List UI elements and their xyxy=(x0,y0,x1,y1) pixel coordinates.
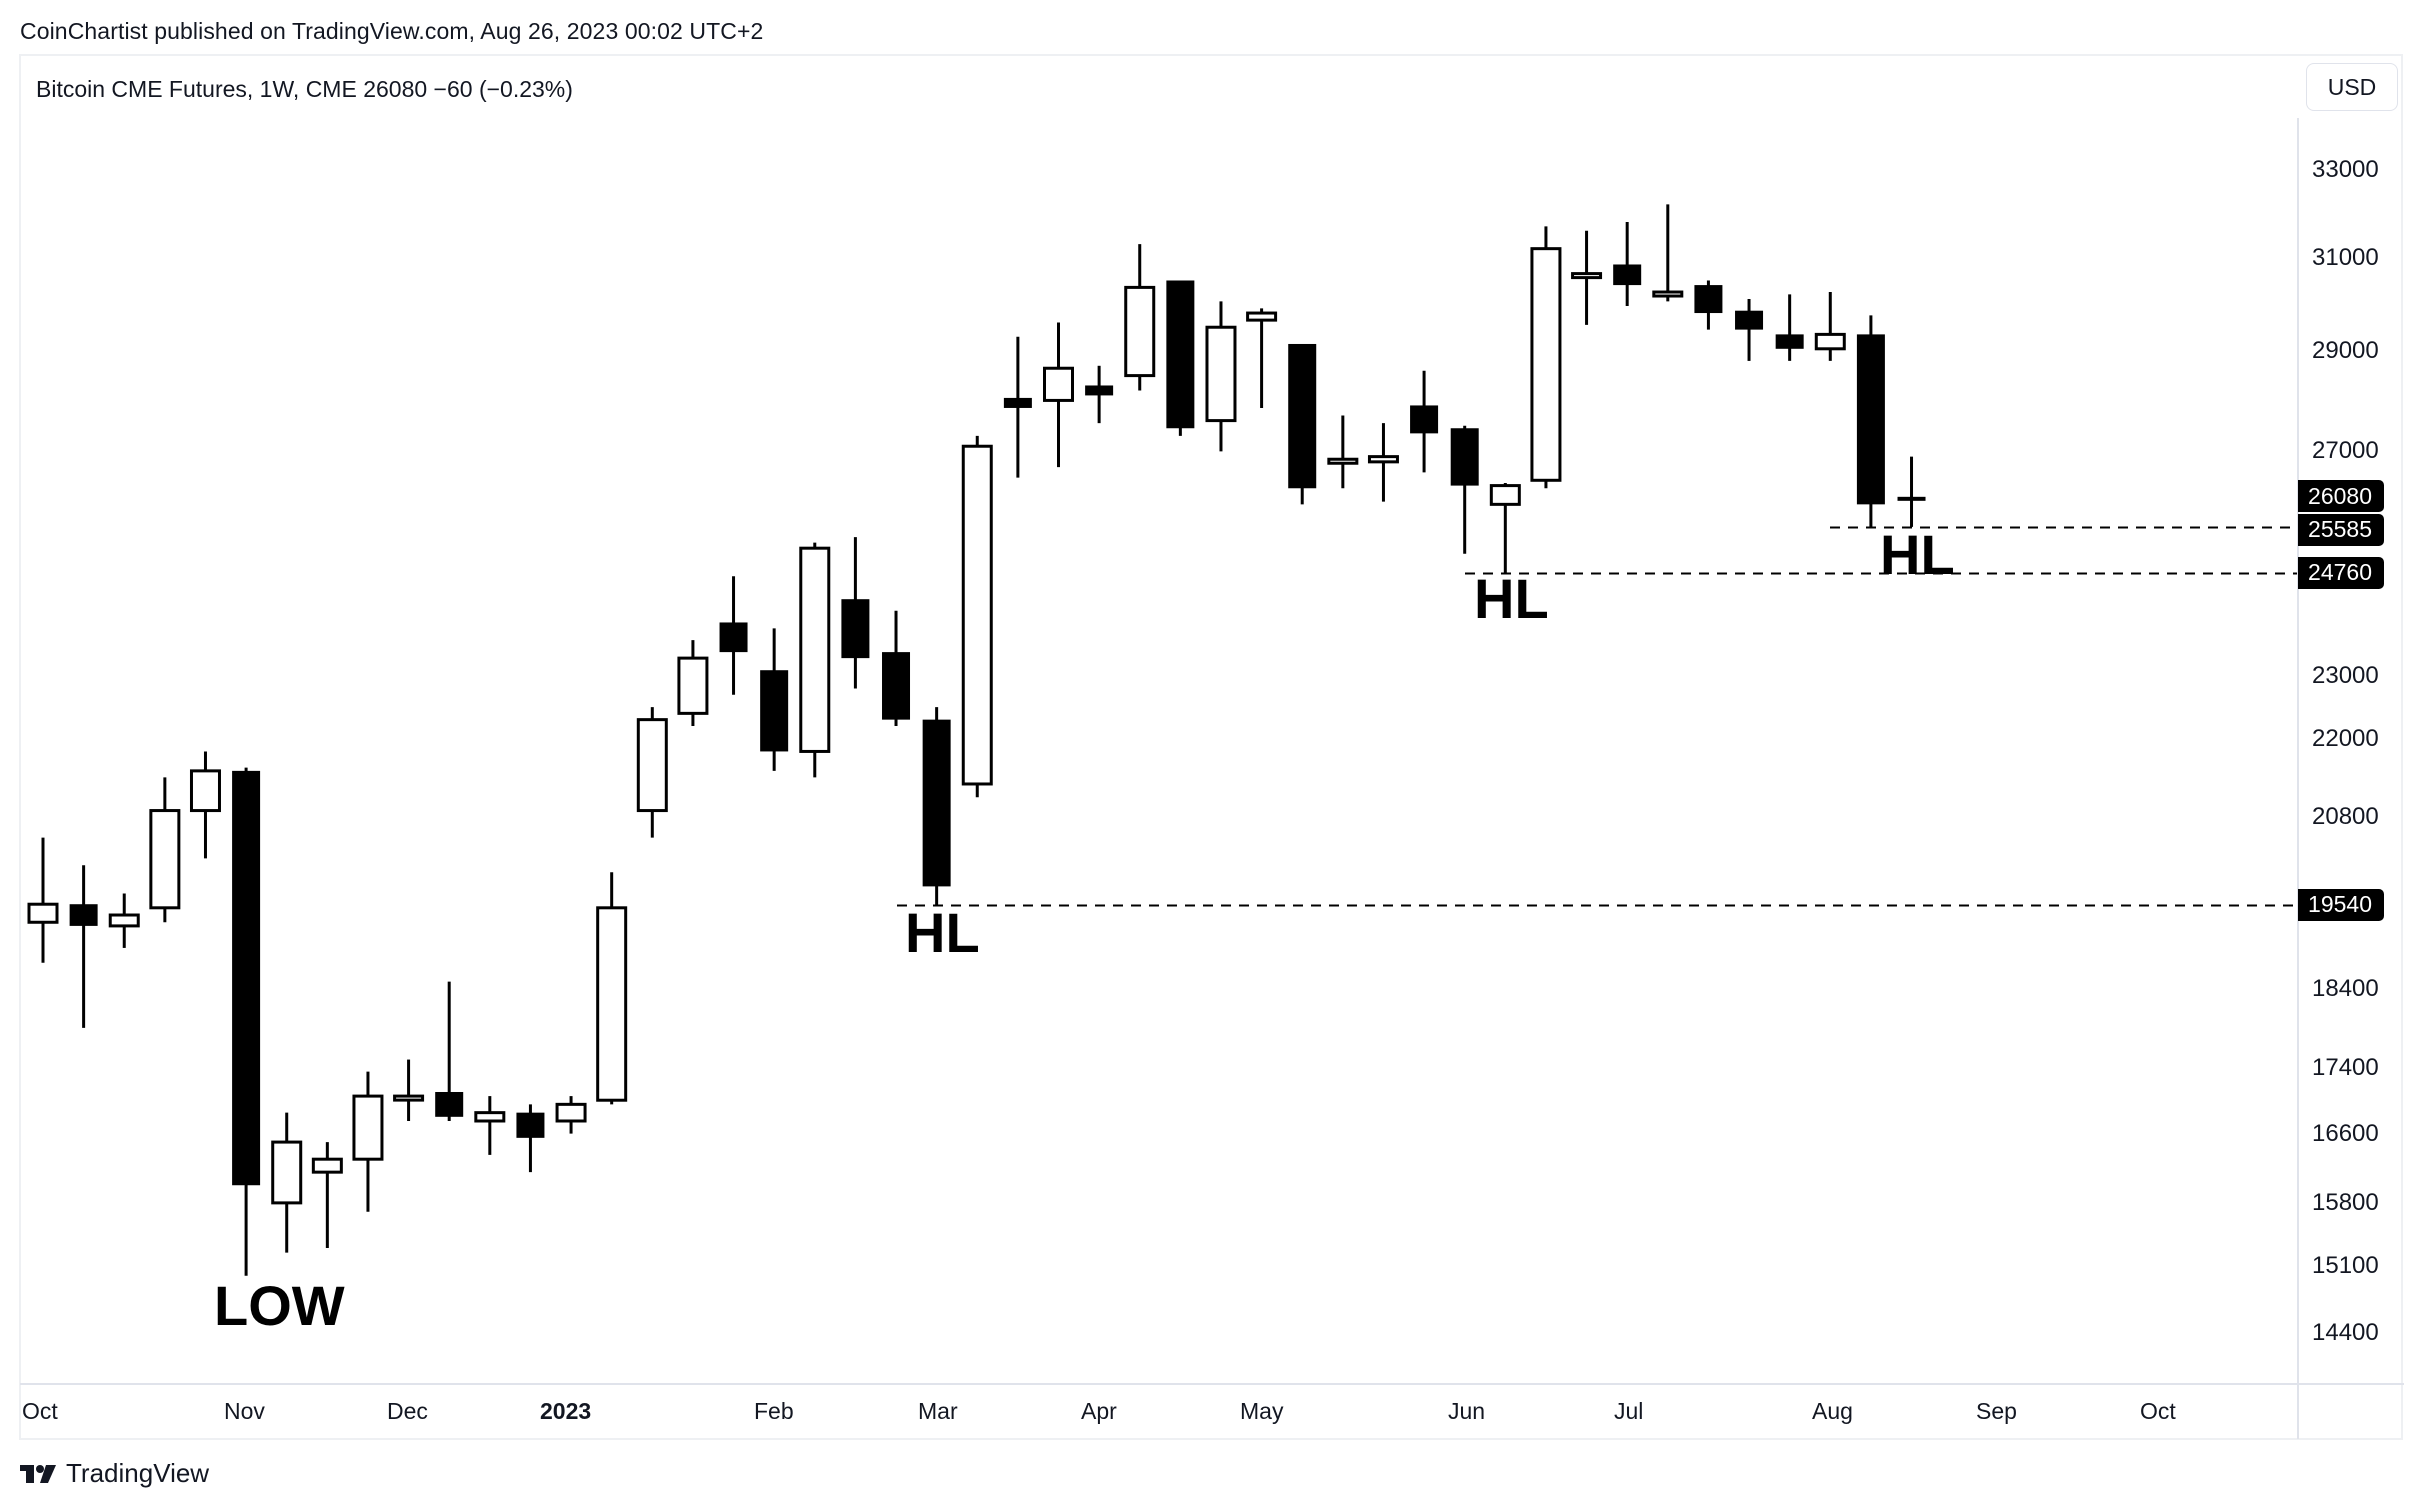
candle-body-up xyxy=(27,902,59,924)
candle-body-up xyxy=(108,913,140,928)
tradingview-logo-icon xyxy=(20,1464,56,1483)
price-axis-tick: 27000 xyxy=(2312,437,2379,465)
candle-body-up xyxy=(474,1111,506,1123)
candle-body-up xyxy=(961,444,993,786)
candle-body-down xyxy=(1897,496,1926,501)
candle-body-up xyxy=(1489,484,1521,506)
candle-body-up xyxy=(311,1157,343,1174)
price-axis-tick: 15100 xyxy=(2312,1252,2379,1280)
candle-body-up xyxy=(799,546,831,753)
candle-body-up xyxy=(1530,247,1562,482)
price-axis-tick: 22000 xyxy=(2312,724,2379,752)
candle-body-down xyxy=(1694,285,1723,314)
candle-body-down xyxy=(841,599,870,659)
candle-body-down xyxy=(760,670,789,752)
price-axis-tick: 33000 xyxy=(2312,156,2379,183)
candle-body-down xyxy=(922,719,951,887)
candle-body-up xyxy=(677,656,709,715)
axis-corner-divider xyxy=(2297,1385,2299,1439)
candle-body-down xyxy=(69,904,98,926)
time-axis-divider xyxy=(20,1383,2404,1385)
time-axis-tick: Mar xyxy=(918,1398,958,1424)
time-axis-tick: Apr xyxy=(1081,1398,1117,1424)
higher-low-annotation: HL xyxy=(1880,523,1955,586)
tradingview-brand[interactable]: TradingView xyxy=(20,1458,209,1489)
publisher-line: CoinChartist published on TradingView.co… xyxy=(20,18,764,44)
time-axis-tick: Jul xyxy=(1614,1398,1644,1424)
candle-body-up xyxy=(596,906,628,1102)
time-axis-tick: Sep xyxy=(1976,1398,2017,1424)
symbol-legend: Bitcoin CME Futures, 1W, CME 26080 −60 (… xyxy=(36,76,573,102)
candle-body-down xyxy=(1410,405,1439,434)
price-axis-tick: 17400 xyxy=(2312,1053,2379,1081)
candle-body-down xyxy=(435,1091,464,1117)
candle-body-up xyxy=(1571,272,1603,280)
candle-body-up xyxy=(1652,290,1684,298)
candle-body-up xyxy=(636,718,668,813)
candle-body-down xyxy=(882,652,911,720)
candle-body-up xyxy=(1327,457,1359,465)
price-axis-tick: 14400 xyxy=(2312,1319,2379,1346)
price-axis-tick: 23000 xyxy=(2312,662,2379,690)
candle-body-down xyxy=(1735,310,1764,330)
candle-body-up xyxy=(1246,311,1278,322)
candle-body-up xyxy=(1814,332,1846,351)
candle-body-down xyxy=(1288,343,1317,489)
candle-body-down xyxy=(516,1112,545,1138)
candle-body-down xyxy=(719,622,748,653)
candle-body-down xyxy=(1003,397,1032,408)
time-axis-tick: Aug xyxy=(1812,1398,1853,1424)
higher-low-annotation: HL xyxy=(905,901,980,964)
candle-body-down xyxy=(1613,264,1642,286)
candle-body-up xyxy=(189,769,221,813)
candle-body-down xyxy=(1856,334,1885,505)
candle-body-up xyxy=(1367,455,1399,464)
time-axis-tick: 2023 xyxy=(540,1398,592,1424)
candle-body-up xyxy=(555,1102,587,1123)
time-axis-tick: Oct xyxy=(2140,1398,2176,1424)
price-axis-tick: 31000 xyxy=(2312,243,2379,271)
candle-body-up xyxy=(1043,366,1074,402)
candle-body-down xyxy=(1166,280,1195,429)
price-axis-tick: 29000 xyxy=(2312,337,2379,365)
price-axis-tick: 16600 xyxy=(2312,1119,2379,1147)
time-axis-tick: Oct xyxy=(22,1398,58,1424)
candle-body-up xyxy=(1124,285,1156,378)
candle-body-down xyxy=(1085,385,1114,396)
price-tag: 26080 xyxy=(2298,480,2384,513)
higher-low-annotation: HL xyxy=(1474,567,1549,630)
candle-body-up xyxy=(149,809,181,910)
chart-frame xyxy=(19,54,2403,1440)
time-axis-tick: Nov xyxy=(224,1398,265,1424)
low-annotation: LOW xyxy=(214,1274,345,1337)
price-axis-tick: 15800 xyxy=(2312,1188,2379,1216)
time-axis-tick: Feb xyxy=(754,1398,794,1424)
candle-body-down xyxy=(232,770,261,1186)
price-axis-divider xyxy=(2297,118,2299,1383)
price-tag: 25585 xyxy=(2298,513,2384,546)
candle-body-down xyxy=(1450,428,1479,486)
candle-body-up xyxy=(352,1094,384,1161)
price-tag: 19540 xyxy=(2298,888,2384,921)
time-axis-tick: May xyxy=(1240,1398,1284,1424)
time-axis-tick: Dec xyxy=(387,1398,428,1424)
candle-body-up xyxy=(271,1140,303,1205)
candle-body-up xyxy=(1205,325,1237,423)
price-axis-tick: 18400 xyxy=(2312,975,2379,1003)
time-axis-tick: Jun xyxy=(1448,1398,1486,1424)
candle-body-up xyxy=(393,1094,425,1102)
candle-body-down xyxy=(1775,334,1804,349)
tradingview-brand-label: TradingView xyxy=(66,1458,210,1488)
currency-button[interactable]: USD xyxy=(2306,63,2398,111)
price-tag: 24760 xyxy=(2298,556,2384,589)
price-axis-tick: 20800 xyxy=(2312,803,2379,831)
